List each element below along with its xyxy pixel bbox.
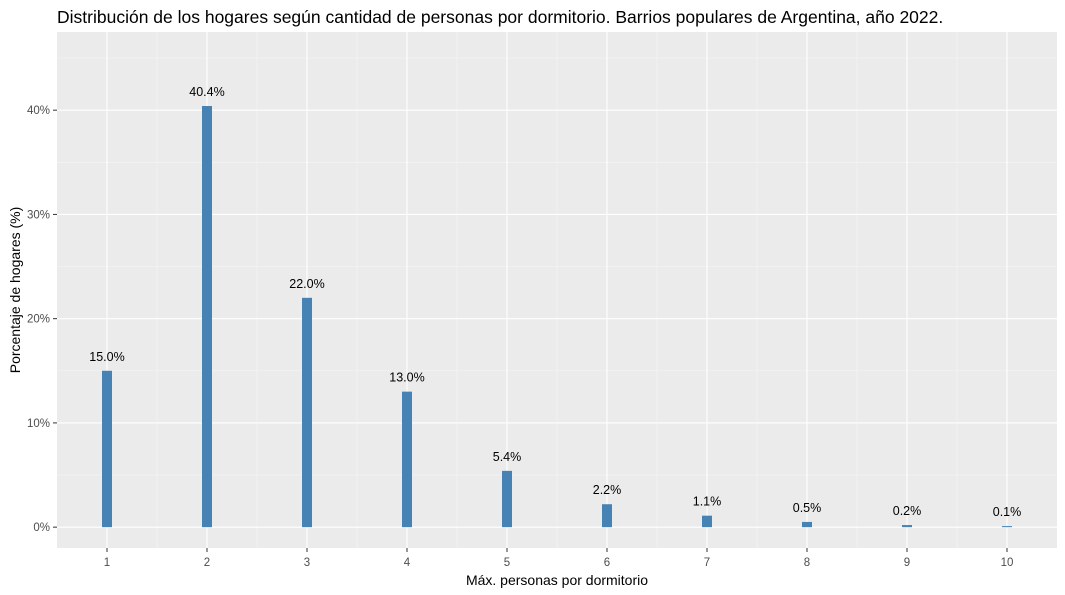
x-tick-label: 5 (504, 557, 510, 569)
bars-group (102, 106, 1012, 528)
y-tick-label: 30% (27, 209, 50, 221)
bar-9 (902, 525, 912, 528)
bar-3 (302, 297, 312, 528)
bar-2 (202, 106, 212, 528)
chart-title: Distribución de los hogares según cantid… (57, 7, 943, 27)
x-tick-label: 9 (904, 557, 910, 569)
bar-7 (702, 515, 712, 528)
x-tick-label: 6 (604, 557, 610, 569)
data-label-7: 1.1% (693, 495, 722, 509)
x-tick-label: 2 (204, 557, 210, 569)
data-label-8: 0.5% (793, 501, 822, 515)
bar-5 (502, 470, 512, 528)
x-tick-label: 3 (304, 557, 310, 569)
x-tick-label: 7 (704, 557, 710, 569)
data-label-5: 5.4% (493, 450, 522, 464)
bar-6 (602, 504, 612, 528)
x-tick-label: 1 (104, 557, 110, 569)
data-label-6: 2.2% (593, 483, 622, 497)
x-axis: 1 2 3 4 5 6 7 8 9 10 (104, 548, 1014, 569)
data-label-9: 0.2% (893, 504, 922, 518)
x-tick-label: 4 (404, 557, 411, 569)
data-label-3: 22.0% (289, 277, 324, 291)
data-label-2: 40.4% (189, 85, 224, 99)
data-label-4: 13.0% (389, 371, 424, 385)
x-tick-label: 8 (804, 557, 810, 569)
bar-10 (1002, 526, 1012, 528)
x-tick-label: 10 (1001, 557, 1014, 569)
y-tick-label: 20% (27, 314, 50, 326)
bar-4 (402, 391, 412, 528)
bar-1 (102, 370, 112, 528)
y-axis: 0% 10% 20% 30% 40% (27, 105, 57, 534)
bar-8 (802, 521, 812, 528)
y-tick-label: 0% (33, 522, 50, 534)
data-label-1: 15.0% (89, 350, 124, 364)
y-tick-label: 40% (27, 105, 50, 117)
minor-gridlines (57, 32, 1057, 548)
data-label-10: 0.1% (993, 505, 1022, 519)
x-axis-title: Máx. personas por dormitorio (466, 572, 648, 588)
data-labels-group: 15.0% 40.4% 22.0% 13.0% 5.4% 2.2% 1.1% 0.5% 0.2%… (89, 85, 1021, 519)
y-axis-title: Porcentaje de hogares (%) (7, 207, 23, 374)
y-tick-label: 10% (27, 418, 50, 430)
